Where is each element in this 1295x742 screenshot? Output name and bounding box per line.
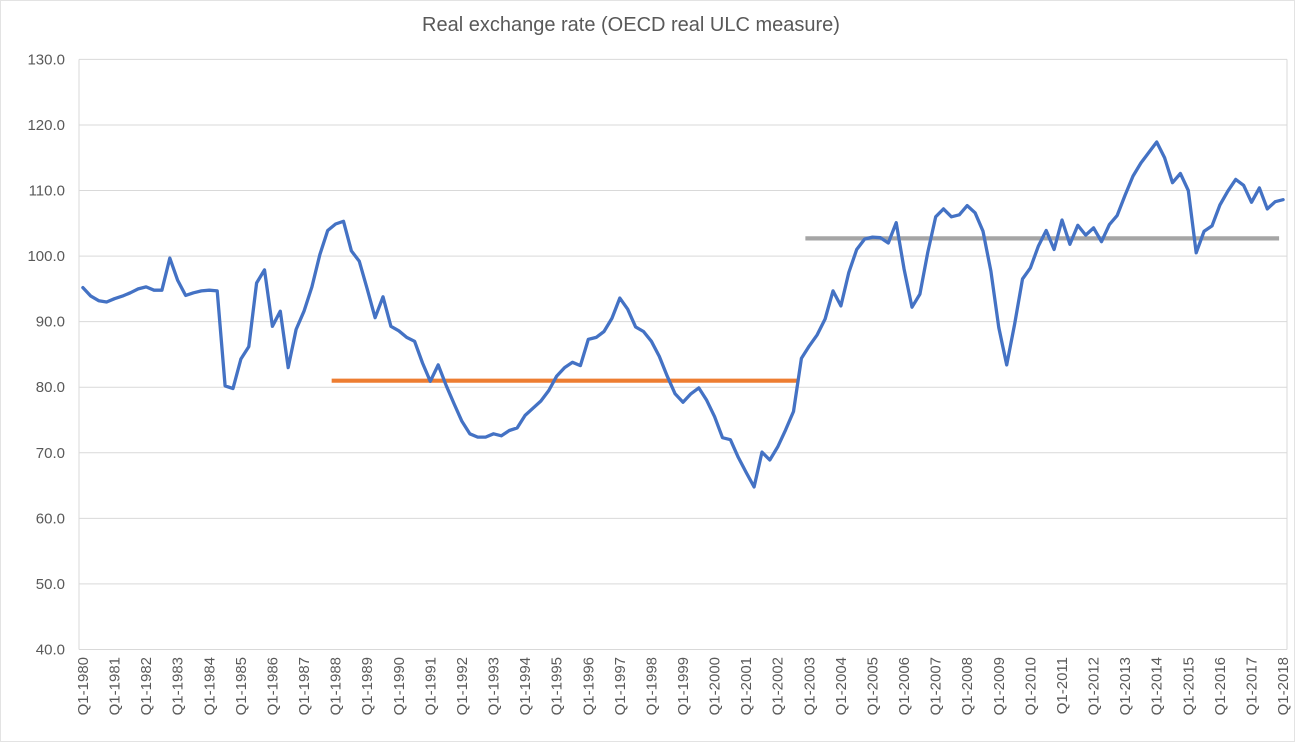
x-axis-tick-label: Q1-2000 <box>707 657 724 715</box>
y-axis-tick-label: 40.0 <box>36 642 65 659</box>
x-axis-tick-label: Q1-1997 <box>612 657 629 715</box>
y-axis-tick-label: 60.0 <box>36 510 65 527</box>
x-axis-tick-label: Q1-2001 <box>738 657 755 715</box>
x-axis-tick-label: Q1-2006 <box>896 657 913 715</box>
y-axis-tick-label: 130.0 <box>27 51 65 68</box>
chart-title: Real exchange rate (OECD real ULC measur… <box>422 14 840 36</box>
x-axis-tick-label: Q1-2007 <box>928 657 945 715</box>
x-axis-tick-label: Q1-1995 <box>549 657 566 715</box>
x-axis-tick-label: Q1-1987 <box>296 657 313 715</box>
y-axis-tick-label: 100.0 <box>27 248 65 265</box>
x-axis-tick-label: Q1-1992 <box>454 657 471 715</box>
x-axis-tick-labels: Q1-1980 Q1-1981 Q1-1982 Q1-1983 Q1-1984 Q1-19… <box>75 657 1292 715</box>
x-axis-tick-label: Q1-1980 <box>75 657 92 715</box>
x-axis-tick-label: Q1-1988 <box>328 657 345 715</box>
x-axis-tick-label: Q1-2003 <box>801 657 818 715</box>
x-axis-tick-label: Q1-2004 <box>833 657 850 715</box>
x-axis-tick-label: Q1-2017 <box>1244 657 1261 715</box>
x-axis-tick-label: Q1-1999 <box>675 657 692 715</box>
x-axis-tick-label: Q1-2009 <box>991 657 1008 715</box>
x-axis-tick-label: Q1-1981 <box>107 657 124 715</box>
x-axis-tick-label: Q1-2013 <box>1117 657 1134 715</box>
x-axis-tick-label: Q1-2005 <box>865 657 882 715</box>
x-axis-tick-label: Q1-1991 <box>422 657 439 715</box>
x-axis-tick-label: Q1-1996 <box>580 657 597 715</box>
axis-lines <box>78 59 1288 650</box>
x-axis-tick-label: Q1-1983 <box>170 657 187 715</box>
x-axis-tick-label: Q1-1984 <box>201 657 218 715</box>
x-axis-tick-label: Q1-2012 <box>1086 657 1103 715</box>
x-axis-tick-label: Q1-2014 <box>1149 657 1166 715</box>
x-axis-tick-label: Q1-2016 <box>1212 657 1229 715</box>
x-axis-tick-label: Q1-1989 <box>359 657 376 715</box>
y-axis-tick-label: 110.0 <box>29 183 65 200</box>
x-axis-tick-label: Q1-2002 <box>770 657 787 715</box>
x-axis-tick-label: Q1-2015 <box>1180 657 1197 715</box>
y-axis-tick-label: 70.0 <box>36 445 65 462</box>
x-axis-tick-label: Q1-1994 <box>517 657 534 715</box>
x-axis-tick-label: Q1-2018 <box>1275 657 1292 715</box>
x-axis-tick-label: Q1-2010 <box>1022 657 1039 715</box>
y-axis-tick-labels: 130.0 120.0 110.0 100.0 90.0 80.0 70.0 60.0 50.0… <box>27 51 65 658</box>
x-axis-tick-label: Q1-1986 <box>264 657 281 715</box>
gridlines <box>79 58 1287 650</box>
y-axis-tick-label: 80.0 <box>36 379 65 396</box>
x-axis-tick-label: Q1-1993 <box>486 657 503 715</box>
x-axis-tick-label: Q1-2008 <box>959 657 976 715</box>
x-axis-tick-label: Q1-1982 <box>138 657 155 715</box>
y-axis-tick-label: 50.0 <box>36 576 65 593</box>
x-axis-tick-label: Q1-2011 <box>1054 657 1071 714</box>
x-axis-tick-label: Q1-1990 <box>391 657 408 715</box>
reference-lines <box>331 236 1280 383</box>
series-line-real-exchange-rate <box>81 140 1285 489</box>
y-axis-tick-label: 90.0 <box>36 314 65 331</box>
x-axis-tick-label: Q1-1985 <box>233 657 250 715</box>
x-axis-tick-label: Q1-1998 <box>643 657 660 715</box>
y-axis-tick-label: 120.0 <box>27 117 65 134</box>
